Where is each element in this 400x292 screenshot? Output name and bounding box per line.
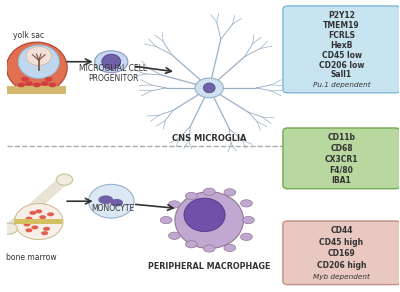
Ellipse shape — [6, 42, 67, 93]
Text: CD68: CD68 — [330, 144, 353, 153]
Text: HexB: HexB — [330, 41, 353, 50]
Ellipse shape — [186, 241, 197, 248]
Ellipse shape — [1, 223, 17, 234]
Ellipse shape — [203, 83, 215, 93]
Ellipse shape — [35, 209, 42, 213]
Text: P2Y12: P2Y12 — [328, 11, 355, 20]
Ellipse shape — [26, 228, 32, 232]
Text: PERIPHERAL MACROPHAGE: PERIPHERAL MACROPHAGE — [148, 262, 270, 271]
Text: CD45 high: CD45 high — [320, 238, 364, 247]
Text: FCRLS: FCRLS — [328, 31, 355, 40]
Ellipse shape — [160, 216, 172, 224]
Text: Sall1: Sall1 — [331, 70, 352, 79]
Ellipse shape — [18, 45, 59, 79]
Ellipse shape — [98, 195, 113, 204]
Ellipse shape — [102, 54, 121, 69]
Ellipse shape — [195, 78, 223, 98]
Text: CD11b: CD11b — [328, 133, 356, 142]
FancyBboxPatch shape — [283, 6, 400, 93]
Ellipse shape — [43, 227, 50, 231]
Ellipse shape — [39, 215, 46, 219]
Circle shape — [14, 204, 63, 239]
Ellipse shape — [203, 188, 215, 195]
Ellipse shape — [33, 83, 41, 87]
Text: CD44: CD44 — [330, 226, 353, 235]
Ellipse shape — [240, 233, 252, 241]
Text: CNS MICROGLIA: CNS MICROGLIA — [172, 134, 246, 143]
Text: MONOCYTE: MONOCYTE — [92, 204, 135, 213]
Ellipse shape — [25, 81, 33, 86]
Text: MICROGLIAL CELL
PROGENITOR: MICROGLIAL CELL PROGENITOR — [79, 64, 147, 83]
Ellipse shape — [203, 245, 215, 252]
Text: CD45 low: CD45 low — [322, 51, 362, 60]
Ellipse shape — [24, 223, 30, 227]
Ellipse shape — [21, 77, 29, 81]
Ellipse shape — [48, 83, 56, 87]
Ellipse shape — [29, 211, 36, 215]
Text: IBA1: IBA1 — [332, 176, 351, 185]
Ellipse shape — [41, 231, 48, 235]
Ellipse shape — [110, 199, 123, 206]
Ellipse shape — [224, 189, 236, 196]
Text: TMEM19: TMEM19 — [323, 21, 360, 30]
Ellipse shape — [224, 244, 236, 251]
FancyBboxPatch shape — [15, 219, 62, 225]
Ellipse shape — [168, 232, 180, 239]
Text: CD169: CD169 — [328, 249, 355, 258]
Ellipse shape — [46, 220, 53, 224]
Ellipse shape — [17, 83, 25, 87]
Ellipse shape — [242, 216, 254, 224]
FancyBboxPatch shape — [283, 221, 400, 285]
FancyBboxPatch shape — [8, 86, 66, 94]
Text: CX3CR1: CX3CR1 — [325, 155, 358, 164]
Text: F4/80: F4/80 — [330, 165, 354, 174]
Text: Myb dependent: Myb dependent — [313, 273, 370, 279]
Ellipse shape — [168, 201, 180, 208]
Text: bone marrow: bone marrow — [6, 253, 56, 263]
Ellipse shape — [31, 225, 38, 230]
Text: Pu.1 dependent: Pu.1 dependent — [313, 82, 370, 88]
Text: CD206 low: CD206 low — [319, 60, 364, 69]
Ellipse shape — [47, 212, 54, 216]
Ellipse shape — [26, 217, 32, 221]
Text: yolk sac: yolk sac — [13, 31, 44, 40]
Text: CD206 high: CD206 high — [317, 260, 366, 270]
Ellipse shape — [240, 200, 252, 207]
Ellipse shape — [56, 174, 73, 185]
Ellipse shape — [95, 51, 128, 73]
Ellipse shape — [175, 192, 244, 248]
Ellipse shape — [45, 77, 52, 81]
Ellipse shape — [186, 192, 197, 200]
Ellipse shape — [26, 46, 52, 65]
Ellipse shape — [184, 198, 225, 232]
Circle shape — [88, 184, 134, 218]
FancyBboxPatch shape — [283, 128, 400, 189]
Ellipse shape — [41, 81, 48, 86]
